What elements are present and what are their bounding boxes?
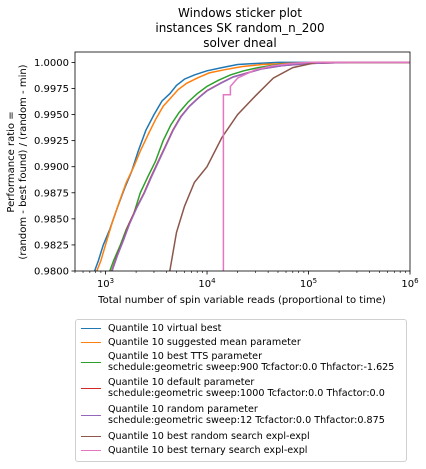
series-line-5 [111,61,410,271]
y-tick-label: 0.9925 [34,136,69,147]
series-line-6 [169,61,410,271]
legend-swatch [81,415,101,416]
legend-label: Quantile 10 default parameter [108,377,255,388]
legend-label-detail: schedule:geometric sweep:1000 Tcfactor:0… [108,388,385,400]
series-line-2 [96,61,410,271]
y-tick-label: 0.9800 [34,267,69,278]
legend-swatch [81,328,101,329]
legend-swatch [81,342,101,343]
legend-label: Quantile 10 best random search expl-expl [108,431,310,442]
x-tick-label: 103 [97,277,114,290]
y-tick-label: 0.9825 [34,240,69,251]
y-tick-label: 1.0000 [34,58,69,69]
legend: Quantile 10 virtual best Quantile 10 sug… [75,319,407,462]
legend-label: Quantile 10 virtual best [108,323,222,334]
chart-title-line-2: instances SK random_n_200 [155,21,324,35]
series-line-3 [109,61,410,271]
series-group [93,61,410,271]
chart-title-line-3: solver dneal [203,36,276,50]
x-tick-label: 105 [300,277,317,290]
x-tick-label: 104 [198,277,216,290]
y-tick-label: 0.9975 [34,84,69,95]
legend-swatch [81,436,101,437]
series-line-7 [222,61,410,271]
legend-label: Quantile 10 random parameter [108,404,258,415]
y-axis-label-line-2: (random - best found) / (random - min) [18,64,29,259]
chart-title-line-1: Windows sticker plot [178,6,302,20]
legend-label: Quantile 10 suggested mean parameter [108,337,301,348]
y-tick-label: 0.9900 [34,162,69,173]
y-axis-label-line-1: Performance ratio = [6,111,17,212]
y-tick-label: 0.9950 [34,110,69,121]
series-line-1 [93,61,410,271]
x-tick-label: 106 [401,277,419,290]
legend-swatch [81,450,101,451]
plot-frame [74,51,411,272]
y-tick-label: 0.9875 [34,188,69,199]
y-tick-label: 0.9850 [34,214,69,225]
legend-swatch [81,362,101,363]
x-axis-label: Total number of spin variable reads (pro… [97,295,386,306]
legend-label: Quantile 10 best TTS parameter [108,351,263,362]
legend-label-detail: schedule:geometric sweep:12 Tcfactor:0.0… [108,415,385,427]
legend-label: Quantile 10 best ternary search expl-exp… [108,445,308,456]
legend-swatch [81,388,101,389]
legend-label-detail: schedule:geometric sweep:900 Tcfactor:0.… [108,362,395,374]
axes-group: 0.9800 0.9825 0.9850 0.9875 0.9900 0.9925 0.99… [34,51,419,290]
